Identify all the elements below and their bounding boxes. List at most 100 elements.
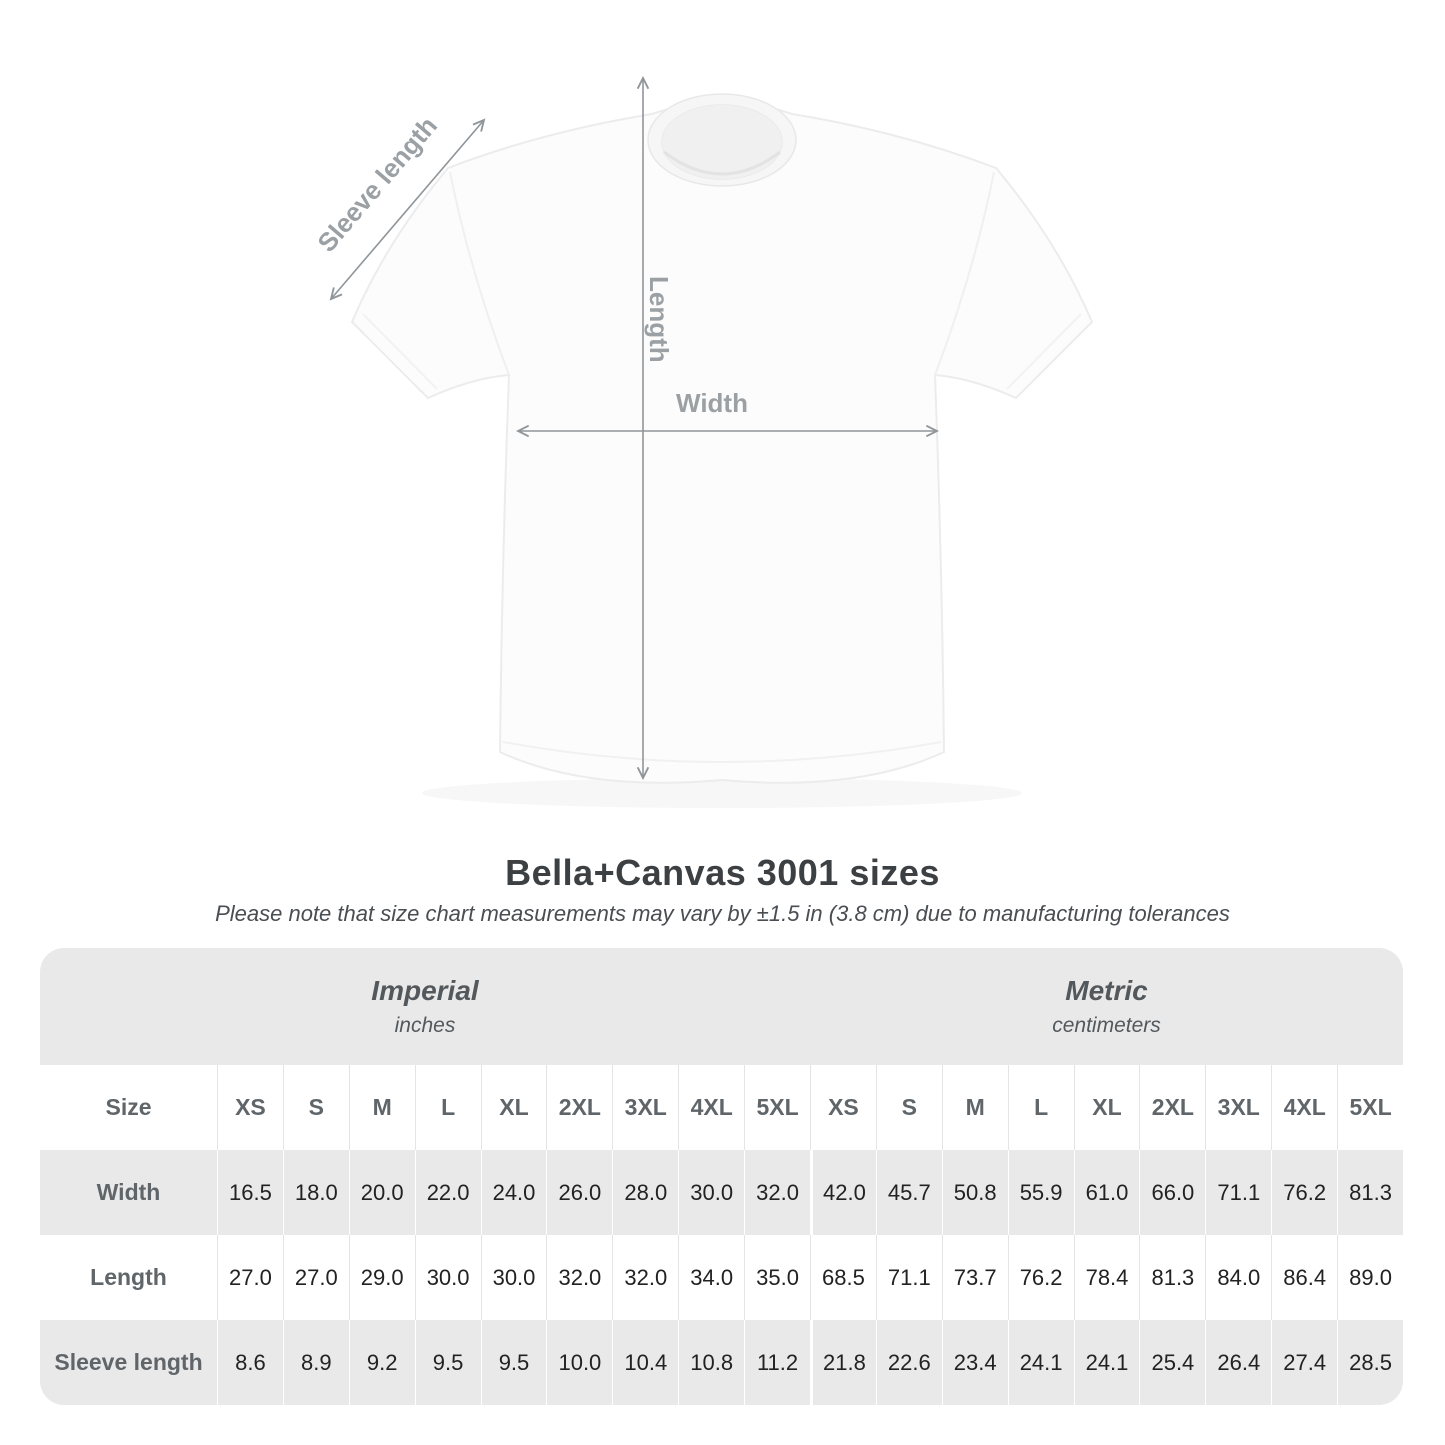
- size-cell: XL: [1073, 1065, 1140, 1150]
- value-cell: 10.0: [546, 1320, 612, 1405]
- size-cell: S: [875, 1065, 942, 1150]
- value-cell: 11.2: [744, 1320, 810, 1405]
- value-cell: 84.0: [1205, 1235, 1271, 1320]
- size-cell: 4XL: [678, 1065, 744, 1150]
- size-table: Imperial inches Metric centimeters Size …: [40, 948, 1403, 1405]
- tshirt-graphic: [350, 93, 1094, 808]
- value-cell: 10.8: [678, 1320, 744, 1405]
- value-cell: 24.1: [1073, 1320, 1140, 1405]
- value-cell: 26.0: [546, 1150, 612, 1235]
- sleeve-length-arrow: [331, 120, 484, 299]
- value-cell: 32.0: [546, 1235, 612, 1320]
- value-cell: 23.4: [941, 1320, 1008, 1405]
- value-cell: 81.3: [1139, 1235, 1205, 1320]
- page-title: Bella+Canvas 3001 sizes: [505, 852, 940, 893]
- value-cell: 30.0: [414, 1235, 481, 1320]
- value-cell: 66.0: [1139, 1150, 1205, 1235]
- metric-unit: centimeters: [1052, 1014, 1161, 1037]
- value-cell: 42.0: [809, 1150, 876, 1235]
- hem-stitch: [502, 741, 942, 763]
- value-cell: 8.9: [282, 1320, 349, 1405]
- value-cell: 55.9: [1007, 1150, 1074, 1235]
- value-cell: 24.0: [480, 1150, 547, 1235]
- left-cuff-stitch: [362, 313, 438, 390]
- size-cell: L: [414, 1065, 481, 1150]
- value-cell: 16.5: [217, 1150, 283, 1235]
- value-cell: 86.4: [1271, 1235, 1337, 1320]
- size-cell: 5XL: [744, 1065, 810, 1150]
- value-cell: 22.6: [875, 1320, 942, 1405]
- value-cell: 25.4: [1139, 1320, 1205, 1405]
- value-cell: 30.0: [480, 1235, 547, 1320]
- value-cell: 34.0: [678, 1235, 744, 1320]
- value-cell: 8.6: [217, 1320, 283, 1405]
- value-cell: 27.4: [1271, 1320, 1337, 1405]
- value-cell: 28.5: [1337, 1320, 1403, 1405]
- metric-title: Metric: [1065, 975, 1148, 1006]
- value-cell: 89.0: [1337, 1235, 1403, 1320]
- width-label: Width: [676, 388, 748, 418]
- value-cell: 81.3: [1337, 1150, 1403, 1235]
- value-cell: 32.0: [744, 1150, 810, 1235]
- size-cell: 3XL: [1205, 1065, 1271, 1150]
- size-cell: XS: [809, 1065, 876, 1150]
- row-label-sleeve-length: Sleeve length: [54, 1349, 203, 1375]
- size-cell: 3XL: [612, 1065, 678, 1150]
- width-row: Width 16.5 18.0 20.0 22.0 24.0 26.0 28.0 30.0 32…: [40, 1150, 1403, 1235]
- imperial-unit: inches: [394, 1014, 456, 1037]
- value-cell: 68.5: [809, 1235, 876, 1320]
- right-sleeve-seam: [934, 171, 995, 376]
- value-cell: 27.0: [217, 1235, 283, 1320]
- size-cell: L: [1007, 1065, 1074, 1150]
- imperial-title: Imperial: [371, 975, 479, 1006]
- value-cell: 29.0: [348, 1235, 415, 1320]
- size-cell: 4XL: [1271, 1065, 1337, 1150]
- value-cell: 18.0: [282, 1150, 349, 1235]
- value-cell: 27.0: [282, 1235, 349, 1320]
- value-cell: 28.0: [612, 1150, 678, 1235]
- value-cell: 21.8: [809, 1320, 876, 1405]
- value-cell: 76.2: [1007, 1235, 1074, 1320]
- size-cell: M: [941, 1065, 1008, 1150]
- size-cell: 2XL: [546, 1065, 612, 1150]
- measurement-arrows: [331, 78, 937, 778]
- value-cell: 71.1: [875, 1235, 942, 1320]
- value-cell: 22.0: [414, 1150, 481, 1235]
- value-cell: 20.0: [348, 1150, 415, 1235]
- size-cell: XL: [480, 1065, 547, 1150]
- size-cell: 2XL: [1139, 1065, 1205, 1150]
- unit-group-header: Imperial inches Metric centimeters: [40, 948, 1403, 1065]
- neck-inner-shadow: [663, 150, 781, 176]
- row-label-width: Width: [96, 1179, 161, 1205]
- value-cell: 9.2: [348, 1320, 415, 1405]
- value-cell: 9.5: [414, 1320, 481, 1405]
- value-cell: 71.1: [1205, 1150, 1271, 1235]
- shirt-shadow: [422, 778, 1022, 808]
- value-cell: 32.0: [612, 1235, 678, 1320]
- row-label-length: Length: [90, 1264, 167, 1290]
- value-cell: 73.7: [941, 1235, 1008, 1320]
- size-column-header: Size: [105, 1094, 152, 1120]
- size-header-row: Size XS S M L XL 2XL 3XL 4XL 5XL XS S M L XL 2XL 3XL 4XL…: [40, 1065, 1403, 1150]
- value-cell: 50.8: [941, 1150, 1008, 1235]
- value-cell: 78.4: [1073, 1235, 1140, 1320]
- value-cell: 26.4: [1205, 1320, 1271, 1405]
- value-cell: 30.0: [678, 1150, 744, 1235]
- size-cell: 5XL: [1337, 1065, 1403, 1150]
- neck-opening: [662, 105, 782, 179]
- length-label: Length: [644, 276, 674, 363]
- metric-header: Metric centimeters: [810, 948, 1403, 1065]
- value-cell: 35.0: [744, 1235, 810, 1320]
- value-cell: 10.4: [612, 1320, 678, 1405]
- size-cell: XS: [217, 1065, 283, 1150]
- value-cell: 45.7: [875, 1150, 942, 1235]
- length-row: Length 27.0 27.0 29.0 30.0 30.0 32.0 32.0 34.0 3…: [40, 1235, 1403, 1320]
- right-cuff-stitch: [1006, 313, 1082, 390]
- tolerance-note: Please note that size chart measurements…: [215, 901, 1230, 926]
- value-cell: 61.0: [1073, 1150, 1140, 1235]
- sleeve-length-row: Sleeve length 8.6 8.9 9.2 9.5 9.5 10.0 10.4 10.…: [40, 1320, 1403, 1405]
- size-cell: M: [348, 1065, 415, 1150]
- value-cell: 24.1: [1007, 1320, 1074, 1405]
- tshirt-measurement-diagram: Width Length Sleeve length: [311, 0, 1094, 808]
